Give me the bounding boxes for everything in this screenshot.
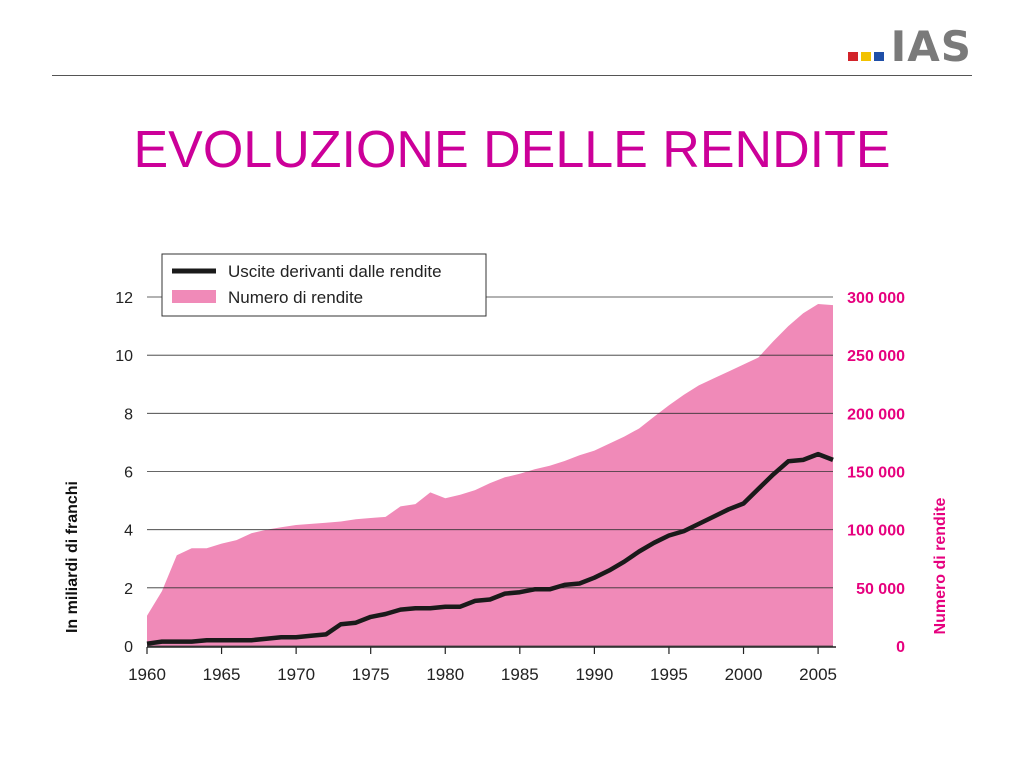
y-axis-title: In miliardi di franchi <box>64 481 81 633</box>
legend-swatch-area <box>172 290 216 303</box>
legend-label-uscite: Uscite derivanti dalle rendite <box>228 262 442 281</box>
y2-tick-label: 50 000 <box>856 581 905 598</box>
y2-axis-title: Numero di rendite <box>932 497 949 634</box>
y-tick-label: 12 <box>115 290 133 307</box>
y-tick-label: 8 <box>124 406 133 423</box>
y-tick-label: 4 <box>124 523 133 540</box>
x-tick-label: 1990 <box>575 665 613 684</box>
y2-tick-label: 300 000 <box>847 290 905 307</box>
logo-square-blue <box>873 52 884 61</box>
x-tick-label: 1975 <box>352 665 390 684</box>
legend-label-numero: Numero di rendite <box>228 288 363 307</box>
logo-square-yellow <box>860 52 871 61</box>
y2-tick-label: 200 000 <box>847 406 905 423</box>
x-tick-label: 1985 <box>501 665 539 684</box>
x-tick-label: 1980 <box>426 665 464 684</box>
y2-tick-label: 0 <box>896 639 905 656</box>
series-area-numero-rendite <box>147 304 833 646</box>
y2-tick-label: 150 000 <box>847 465 905 482</box>
page-title: EVOLUZIONE DELLE RENDITE <box>133 121 891 179</box>
y-tick-label: 6 <box>124 465 133 482</box>
x-tick-label: 1960 <box>128 665 166 684</box>
y2-tick-label: 250 000 <box>847 348 905 365</box>
x-tick-label: 2000 <box>725 665 763 684</box>
logo-square-red <box>847 52 858 61</box>
y-tick-label: 0 <box>124 639 133 656</box>
legend-box <box>161 253 487 317</box>
header-rule <box>52 75 972 76</box>
y2-tick-label: 100 000 <box>847 523 905 540</box>
x-tick-label: 2005 <box>799 665 837 684</box>
x-tick-label: 1965 <box>203 665 241 684</box>
series-line-uscite <box>146 451 834 646</box>
x-tick-label: 1970 <box>277 665 315 684</box>
y-tick-label: 2 <box>124 581 133 598</box>
x-tick-label: 1995 <box>650 665 688 684</box>
ias-logo: IAS <box>847 22 972 71</box>
y-tick-label: 10 <box>115 348 133 365</box>
logo-text: IAS <box>890 22 972 71</box>
